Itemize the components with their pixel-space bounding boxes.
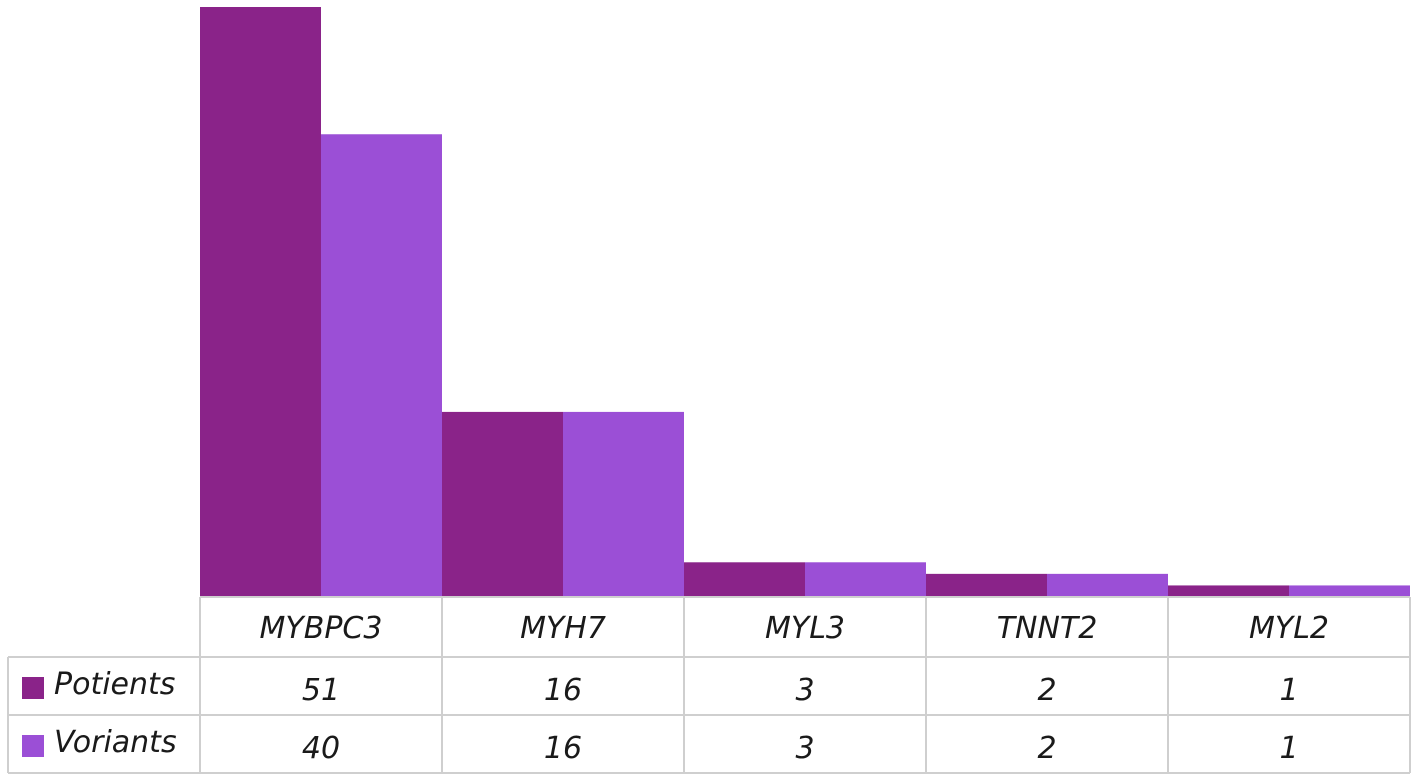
bar-voriants-myl3 (805, 562, 926, 597)
bar-potients-tnnt2 (926, 573, 1047, 597)
x-tick-label-myl3: MYL3 (765, 611, 845, 646)
table-value-voriants-myl3: 3 (795, 731, 814, 766)
x-tick-label-myl2: MYL2 (1249, 611, 1329, 646)
bar-potients-mybpc3 (200, 7, 321, 597)
bar-potients-myl3 (684, 562, 805, 597)
legend-swatch-potients (22, 677, 44, 699)
x-tick-label-myh7: MYH7 (520, 611, 606, 646)
bars-group (200, 7, 1410, 598)
bar-voriants-myl2 (1289, 585, 1410, 597)
bar-potients-myh7 (442, 411, 563, 597)
legend-swatch-voriants (22, 735, 44, 757)
x-tick-label-mybpc3: MYBPC3 (260, 611, 383, 646)
bar-voriants-mybpc3 (321, 134, 442, 598)
x-tick-label-tnnt2: TNNT2 (997, 611, 1098, 646)
legend-label-potients: Potients (54, 667, 175, 702)
table-value-potients-mybpc3: 51 (302, 673, 340, 708)
legend-label-voriants: Voriants (54, 725, 177, 760)
bar-potients-myl2 (1168, 585, 1289, 597)
table-value-potients-myl2: 1 (1279, 673, 1298, 708)
data-table-grid (7, 596, 1411, 774)
bar-voriants-myh7 (563, 411, 684, 597)
bar-voriants-tnnt2 (1047, 573, 1168, 597)
table-value-voriants-myl2: 1 (1279, 731, 1298, 766)
table-value-potients-tnnt2: 2 (1037, 673, 1056, 708)
table-value-potients-myl3: 3 (795, 673, 814, 708)
table-value-potients-myh7: 16 (544, 673, 582, 708)
data-table-text: MYBPC3 MYH7 MYL3 TNNT2 MYL2 Potients 51 16 3 2 1 Vo… (22, 611, 1329, 766)
table-value-voriants-mybpc3: 40 (302, 731, 340, 766)
table-value-voriants-myh7: 16 (544, 731, 582, 766)
table-value-voriants-tnnt2: 2 (1037, 731, 1056, 766)
